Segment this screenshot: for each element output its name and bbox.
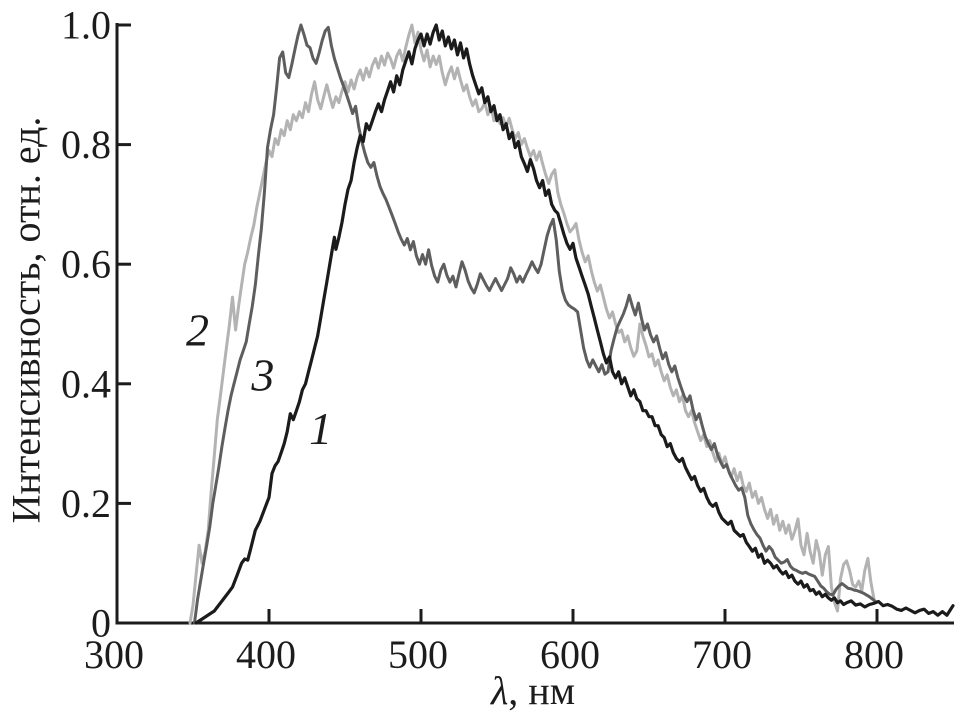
y-tick-label-0.8: 0.8 — [61, 122, 111, 167]
curve-3 — [193, 23, 877, 625]
y-tick-label-0: 0 — [91, 601, 111, 646]
x-tick-label-800: 800 — [844, 632, 904, 677]
plot-axes — [115, 23, 954, 625]
curve-label-2: 2 — [186, 304, 209, 355]
curve-annotations: 231 — [186, 304, 332, 454]
y-axis-title: Интенсивность, отн. ед. — [4, 117, 49, 524]
x-tick-label-400: 400 — [236, 632, 296, 677]
plot-series — [188, 23, 955, 625]
y-tick-label-0.2: 0.2 — [61, 481, 111, 526]
curve-label-1: 1 — [309, 403, 332, 454]
x-tick-label-300: 300 — [84, 632, 144, 677]
curve-label-3: 3 — [250, 349, 274, 400]
y-tick-label-0.4: 0.4 — [61, 361, 111, 406]
axis-ticks — [117, 23, 879, 623]
x-tick-label-500: 500 — [388, 632, 448, 677]
x-tick-label-600: 600 — [540, 632, 600, 677]
curve-1 — [194, 23, 955, 625]
y-tick-label-0.6: 0.6 — [61, 242, 111, 287]
y-tick-label-1.0: 1.0 — [61, 3, 111, 48]
x-axis-title: λ, нм — [490, 668, 575, 713]
axis-tick-labels: 300 400 500 600 700 800 0 0.2 0.4 0.6 0.8 1.0 — [61, 3, 904, 678]
curve-2 — [188, 23, 876, 625]
x-tick-label-700: 700 — [692, 632, 752, 677]
